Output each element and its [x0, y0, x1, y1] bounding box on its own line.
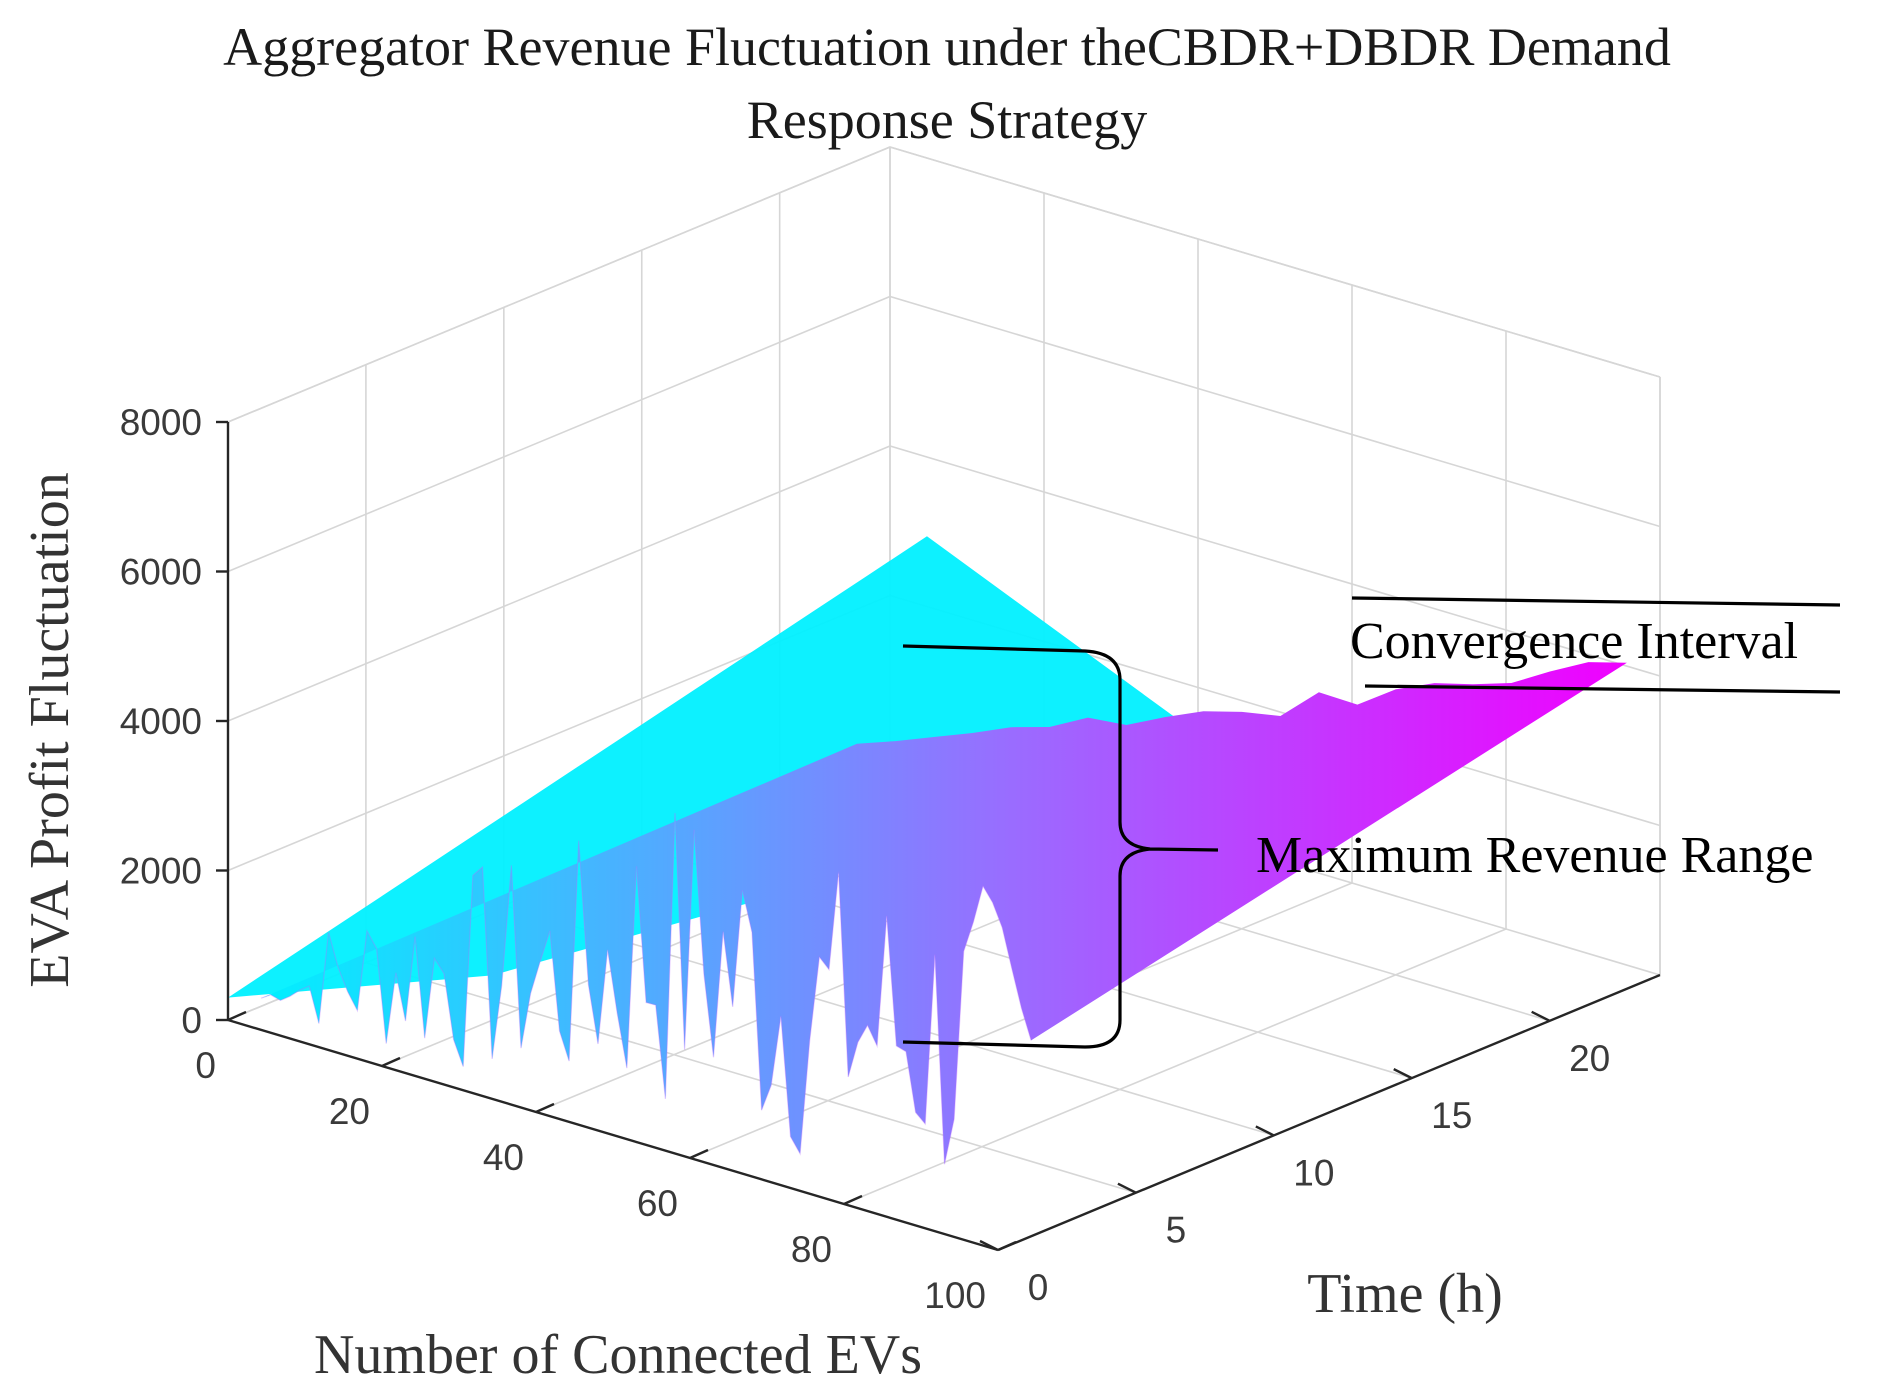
grid-line-z	[227, 295, 1661, 573]
y-tick-mark	[1393, 1068, 1413, 1080]
profit-surface	[228, 536, 1627, 1165]
wall-edge	[889, 146, 1661, 378]
convergence-upper-line	[1351, 596, 1841, 607]
z-tick-label: 6000	[120, 552, 202, 593]
y-tick-label: 15	[1431, 1095, 1472, 1136]
x-tick-label: 0	[195, 1045, 216, 1086]
z-tick-label: 2000	[120, 851, 202, 892]
z-axis-label: EVA Profit Fluctuation	[19, 472, 81, 987]
x-axis-label: Number of Connected EVs	[314, 1324, 922, 1386]
y-axis-label: Time (h)	[1307, 1263, 1503, 1325]
x-tick-label: 100	[924, 1275, 986, 1316]
y-axis-line	[997, 973, 1661, 1252]
x-tick-label: 80	[791, 1229, 832, 1270]
x-axis-ticks: 0 20 40 60 80 100	[195, 1010, 1017, 1316]
y-tick-label: 5	[1166, 1210, 1187, 1251]
surface-front-edge	[260, 812, 1032, 1165]
z-tick-label: 0	[181, 1000, 202, 1041]
y-tick-label: 0	[1028, 1267, 1049, 1308]
x-tick-mark	[381, 1056, 401, 1068]
y-tick-mark	[979, 1239, 999, 1252]
chart-title-line1: Aggregator Revenue Fluctuation under the…	[223, 17, 1671, 77]
curly-brace	[902, 644, 1219, 1049]
x-tick-mark	[689, 1148, 709, 1160]
x-tick-mark	[227, 1010, 247, 1022]
z-tick-label: 4000	[120, 701, 202, 742]
convergence-interval-label: Convergence Interval	[1350, 613, 1798, 670]
y-tick-mark	[1531, 1010, 1551, 1022]
grid-line-x-floor	[843, 928, 1507, 1205]
maximum-revenue-range-label: Maximum Revenue Range	[1256, 827, 1813, 884]
maximum-revenue-range-annotation: Maximum Revenue Range	[902, 644, 1813, 1049]
x-tick-label: 60	[637, 1183, 678, 1224]
surface-cyan-plane	[228, 536, 1182, 998]
wall-edge	[227, 146, 891, 423]
y-tick-label: 20	[1569, 1038, 1610, 1079]
y-tick-mark	[1255, 1125, 1275, 1137]
z-axis-ticks: 0 2000 4000 6000 8000	[120, 402, 228, 1041]
convergence-interval-annotation: Convergence Interval	[1350, 596, 1841, 694]
x-tick-label: 20	[329, 1091, 370, 1132]
chart-title-line2: Response Strategy	[747, 90, 1147, 150]
x-tick-mark	[997, 1240, 1017, 1252]
surface-main	[261, 662, 1627, 1165]
z-tick-label: 8000	[120, 402, 202, 443]
x-tick-mark	[535, 1102, 555, 1114]
x-tick-mark	[843, 1194, 863, 1206]
grid-line-z	[227, 146, 1661, 423]
x-tick-label: 40	[483, 1137, 524, 1178]
y-tick-mark	[1117, 1182, 1137, 1194]
y-tick-label: 10	[1293, 1152, 1334, 1193]
convergence-lower-line	[1364, 684, 1841, 694]
x-axis-line	[227, 1018, 999, 1252]
y-axis-ticks: 0 5 10 15 20	[979, 1010, 1610, 1308]
